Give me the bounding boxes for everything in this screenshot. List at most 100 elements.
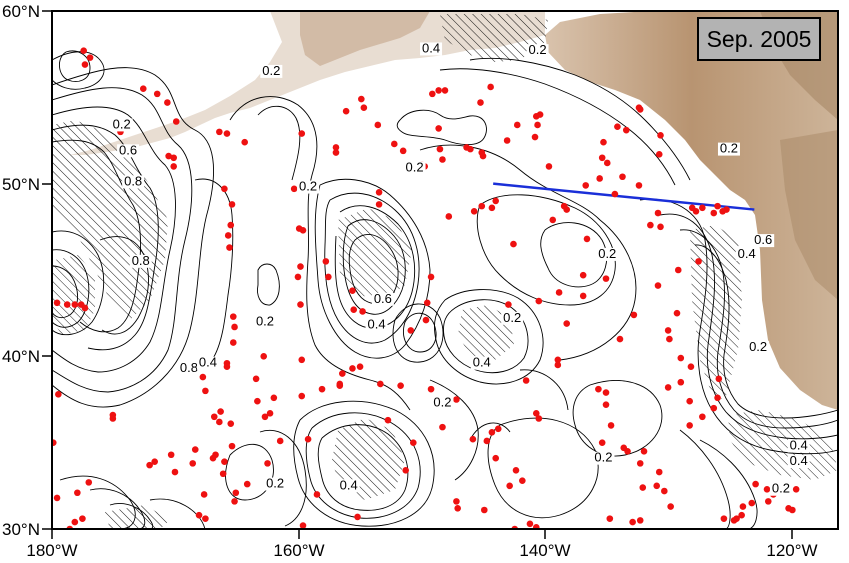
float-marker [714,202,721,210]
float-marker [478,149,486,156]
float-marker [189,460,197,467]
map-frame [51,10,839,530]
float-marker [560,202,568,210]
contour-label: 0.8 [124,173,142,188]
contour-label-bg [717,142,740,156]
float-marker [80,47,87,55]
float-marker [454,504,461,512]
section-line [493,182,755,211]
float-marker [488,204,496,212]
contour-label: 0.2 [720,141,738,156]
contour-label: 0.2 [256,313,274,328]
float-marker [229,313,237,320]
float-marker [290,185,298,193]
lat-tick-60: 60°N [2,2,40,21]
float-marker [526,520,534,528]
float-marker [686,397,693,405]
float-marker [453,396,460,403]
float-marker [81,304,89,312]
float-marker [146,461,153,469]
float-marker [554,356,562,364]
contour-label: 0.2 [266,476,284,491]
contour-label-bg [420,42,443,56]
contour-label: 0.2 [598,246,616,261]
float-marker [349,365,356,372]
float-marker [555,289,563,296]
lon-tick-180: 180°W [26,541,77,560]
float-marker [109,415,117,422]
float-marker [332,144,340,151]
contour-label: 0.4 [790,453,808,468]
float-marker [79,515,86,522]
float-marker [619,173,626,181]
float-marker [636,460,644,467]
float-marker [297,263,304,270]
float-marker [467,145,474,153]
float-marker [764,498,772,505]
float-marker [429,90,436,98]
float-marker [231,498,238,505]
contour-label-bg [526,44,549,58]
contour-lines [52,50,838,529]
float-marker [445,213,453,220]
contour-label: 0.2 [299,179,317,194]
contour-label: 0.4 [199,355,217,370]
float-marker [399,147,407,155]
float-marker [55,391,62,398]
contour-label-bg [297,180,320,194]
float-marker [298,392,306,400]
contour-label: 0.8 [180,360,198,375]
float-marker [325,273,332,281]
float-marker [318,385,326,393]
float-marker [223,363,231,370]
float-marker [752,480,759,488]
float-marker [664,327,672,334]
contour-label: 0.4 [340,477,358,492]
float-marker [358,95,365,103]
float-marker [723,206,730,213]
float-marker [792,485,800,493]
float-marker [715,375,723,383]
float-marker [510,240,517,248]
float-marker [167,451,175,459]
float-marker [228,442,236,450]
float-marker [654,209,662,217]
contour-label-bg [769,482,792,496]
float-marker [422,316,430,324]
float-marker [657,132,664,139]
date-label-box: Sep. 2005 [697,17,821,61]
float-marker [748,499,756,507]
float-marker [439,423,446,431]
float-marker [582,182,590,189]
float-marker [640,448,648,455]
float-marker [654,282,662,289]
float-marker [789,506,796,514]
float-marker [616,335,624,343]
float-marker [202,515,209,522]
float-marker [622,126,630,134]
contour-label-bg [501,311,524,325]
float-marker [85,479,93,486]
float-marker [254,397,261,405]
float-marker [252,375,260,383]
float-marker [635,182,643,189]
float-marker [579,271,587,279]
float-marker [224,232,232,239]
contour-label: 0.2 [433,394,451,409]
contour-label: 0.2 [406,160,424,175]
float-marker [200,491,208,498]
float-marker [336,380,344,388]
float-marker [350,306,358,314]
float-marker [375,189,383,196]
float-marker [513,121,521,129]
float-marker [241,138,248,146]
float-marker [332,149,340,156]
contour-label: 0.2 [594,450,612,465]
contour-label-bg [337,479,360,493]
float-marker [359,308,366,315]
float-marker [686,422,693,429]
float-marker [763,485,771,493]
float-marker [667,503,674,510]
contour-label: 0.2 [262,63,280,78]
float-marker [739,503,747,510]
